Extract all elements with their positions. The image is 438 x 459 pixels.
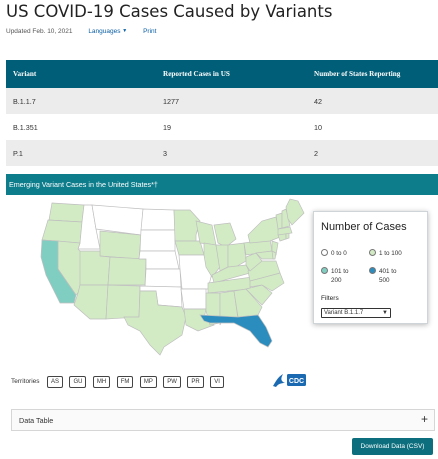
state-delaware[interactable]: [271, 250, 277, 260]
table-cell: 10: [314, 122, 322, 132]
legend-swatch: [321, 267, 328, 274]
state-michigan[interactable]: [213, 222, 237, 248]
cdc-logo-text: CDC: [289, 378, 304, 385]
territory-button-pr[interactable]: PR: [187, 375, 204, 388]
caret-down-icon: ▼: [122, 28, 128, 34]
state-iowa[interactable]: [174, 240, 205, 256]
table-row: B.1.351 19 10: [6, 114, 438, 140]
territory-button-mp[interactable]: MP: [139, 375, 157, 388]
table-cell: P.1: [6, 140, 156, 166]
state-south-dakota[interactable]: [139, 229, 176, 252]
languages-label: Languages: [88, 28, 121, 35]
state-georgia[interactable]: [233, 288, 263, 318]
table-cell: 2: [307, 140, 438, 166]
variant-filter-value: Variant B.1.1.7: [324, 310, 364, 316]
table-cell: B.1.351: [13, 122, 38, 132]
state-montana[interactable]: [91, 204, 144, 236]
data-table-toggle[interactable]: Data Table +: [11, 409, 435, 431]
state-maine[interactable]: [285, 198, 305, 226]
legend-label: 1 to 100: [379, 250, 402, 257]
languages-menu[interactable]: Languages ▼: [88, 28, 127, 35]
territories-label: Territories: [11, 378, 40, 386]
legend-swatch: [321, 249, 328, 256]
updated-date: Updated Feb. 10, 2021: [6, 28, 73, 35]
legend-swatch: [369, 267, 376, 274]
state-arizona[interactable]: [73, 284, 109, 320]
variants-table: Variant Reported Cases in US Number of S…: [6, 60, 438, 166]
state-california[interactable]: [40, 239, 77, 304]
table-row: B.1.1.7 1277 42: [6, 88, 438, 114]
map-legend: Number of Cases 0 to 0 1 to 100 101 to 2…: [313, 211, 428, 324]
territory-button-pw[interactable]: PW: [163, 375, 181, 388]
download-csv-button[interactable]: Download Data (CSV): [352, 438, 433, 455]
table-cell: 19: [163, 122, 171, 132]
state-new-mexico[interactable]: [105, 284, 141, 320]
map-panel-title: Emerging Variant Cases in the United Sta…: [6, 174, 438, 195]
territories-row: Territories AS GU MH FM MP PW PR VI: [11, 373, 226, 388]
state-arkansas[interactable]: [180, 288, 207, 310]
legend-title: Number of Cases: [321, 221, 407, 233]
state-new-hampshire[interactable]: [281, 208, 291, 229]
legend-label: 101 to 200: [331, 268, 349, 284]
state-colorado[interactable]: [107, 256, 147, 286]
territory-button-fm[interactable]: FM: [116, 375, 134, 388]
state-kentucky[interactable]: [211, 264, 251, 284]
territory-button-vi[interactable]: VI: [210, 375, 224, 388]
state-minnesota[interactable]: [173, 209, 201, 242]
plus-icon: +: [420, 412, 428, 426]
column-header-states-reporting: Number of States Reporting: [307, 60, 438, 88]
variant-filter-select[interactable]: Variant B.1.1.7 ▼: [321, 308, 391, 318]
state-washington[interactable]: [48, 202, 85, 223]
data-table-label: Data Table: [19, 416, 54, 425]
column-header-reported-cases: Reported Cases in US: [156, 60, 307, 88]
cdc-logo: CDC: [273, 374, 306, 387]
table-cell: 3: [156, 140, 307, 166]
state-kansas[interactable]: [144, 268, 182, 288]
table-row: P.1 3 2: [6, 140, 438, 166]
territory-button-gu[interactable]: GU: [69, 375, 87, 388]
page-title: US COVID-19 Cases Caused by Variants: [6, 2, 333, 21]
state-massachusetts[interactable]: [277, 226, 293, 236]
page-meta: Updated Feb. 10, 2021 Languages ▼ Print: [6, 28, 156, 35]
filters-label: Filters: [321, 295, 339, 302]
legend-label: 0 to 0: [331, 250, 347, 257]
state-ohio[interactable]: [227, 242, 247, 270]
state-south-carolina[interactable]: [245, 284, 273, 306]
print-link[interactable]: Print: [143, 28, 157, 35]
territory-button-mh[interactable]: MH: [92, 375, 111, 388]
state-texas[interactable]: [123, 290, 187, 356]
hhs-eagle-icon: [273, 374, 285, 387]
state-new-york[interactable]: [247, 216, 281, 244]
state-wyoming[interactable]: [99, 230, 142, 260]
territory-button-as[interactable]: AS: [47, 375, 64, 388]
table-cell: B.1.1.7: [6, 88, 156, 114]
table-cell: 1277: [156, 88, 307, 114]
legend-swatch: [369, 249, 376, 256]
table-cell: 42: [307, 88, 438, 114]
us-map[interactable]: [0, 195, 438, 365]
legend-label: 401 to 500: [379, 268, 397, 284]
chevron-down-icon: ▼: [382, 310, 388, 316]
column-header-variant: Variant: [6, 60, 156, 88]
state-north-dakota[interactable]: [140, 208, 176, 231]
state-florida[interactable]: [199, 314, 273, 348]
table-header-row: Variant Reported Cases in US Number of S…: [6, 60, 438, 88]
state-oregon[interactable]: [41, 219, 83, 244]
